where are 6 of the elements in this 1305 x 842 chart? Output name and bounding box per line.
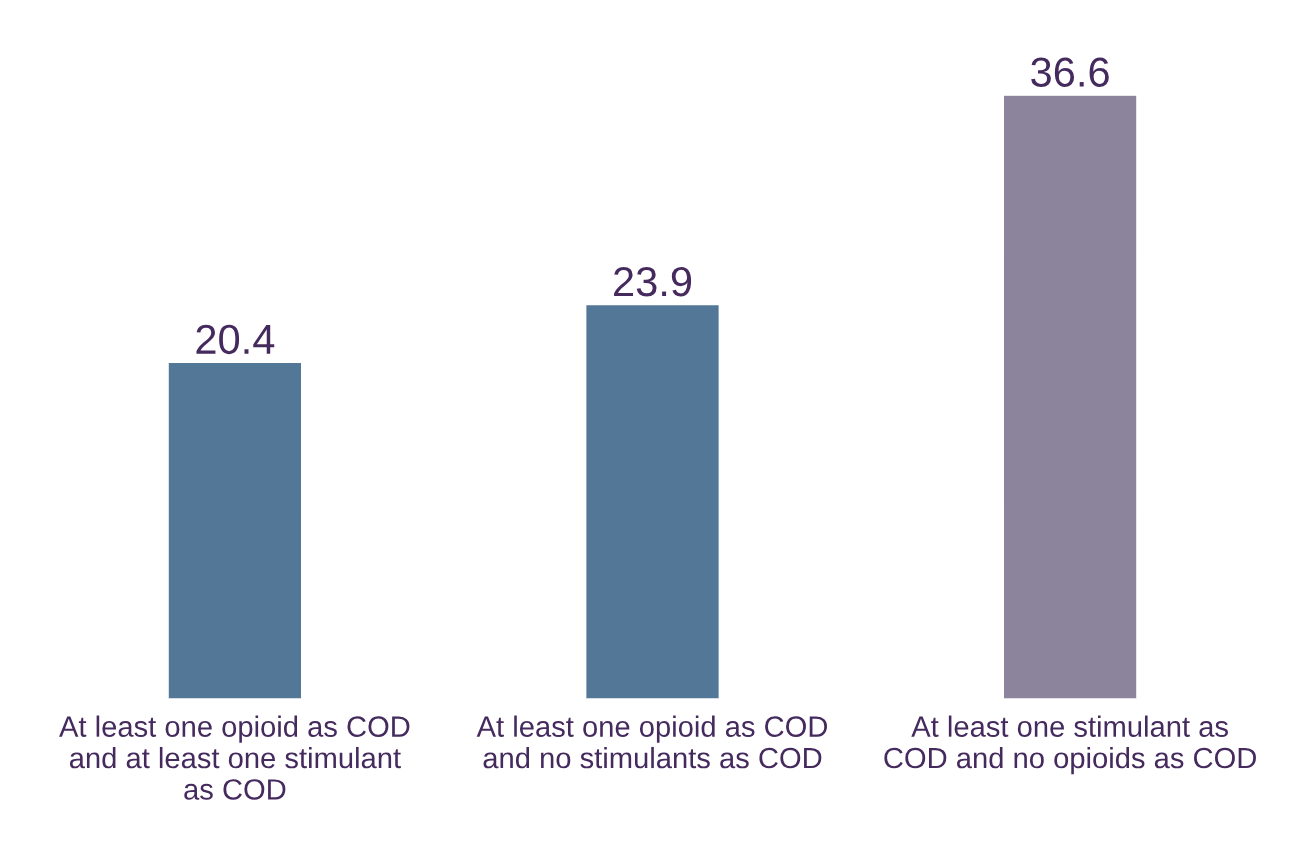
data-label: 36.6 — [1031, 57, 1109, 87]
x-tick-label: At least one opioid as COD and no stimulants as COD — [476, 715, 828, 769]
x-tick-label: At least one opioid as COD and at least one stimulant as COD — [59, 715, 410, 800]
data-label: 20.4 — [196, 324, 275, 355]
x-tick-label: At least one stimulant as COD and no opioids as COD — [884, 715, 1256, 775]
data-label: 23.9 — [614, 266, 692, 297]
